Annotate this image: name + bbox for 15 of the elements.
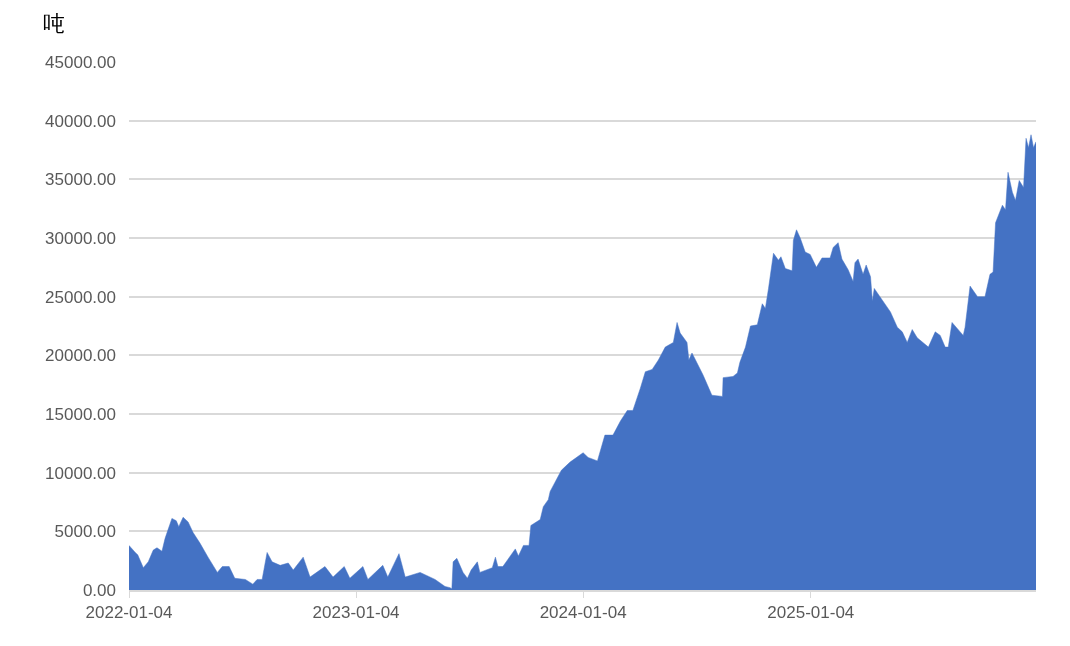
x-tick-label: 2024-01-04 — [539, 603, 627, 623]
y-tick-label: 35000.00 — [45, 170, 116, 190]
y-tick-label: 15000.00 — [45, 404, 116, 424]
y-tick-label: 5000.00 — [54, 522, 116, 542]
x-tick-label: 2025-01-04 — [767, 603, 855, 623]
y-tick-label: 20000.00 — [45, 346, 116, 366]
x-tick-label: 2022-01-04 — [85, 603, 173, 623]
y-tick-label: 0.00 — [82, 580, 116, 600]
y-axis-title: 吨 — [43, 11, 65, 36]
y-tick-label: 10000.00 — [45, 463, 116, 483]
y-tick-label: 25000.00 — [45, 287, 116, 307]
y-tick-label: 45000.00 — [45, 52, 116, 72]
y-tick-label: 40000.00 — [45, 111, 116, 131]
y-tick-label: 30000.00 — [45, 228, 116, 248]
x-tick-label: 2023-01-04 — [312, 603, 400, 623]
